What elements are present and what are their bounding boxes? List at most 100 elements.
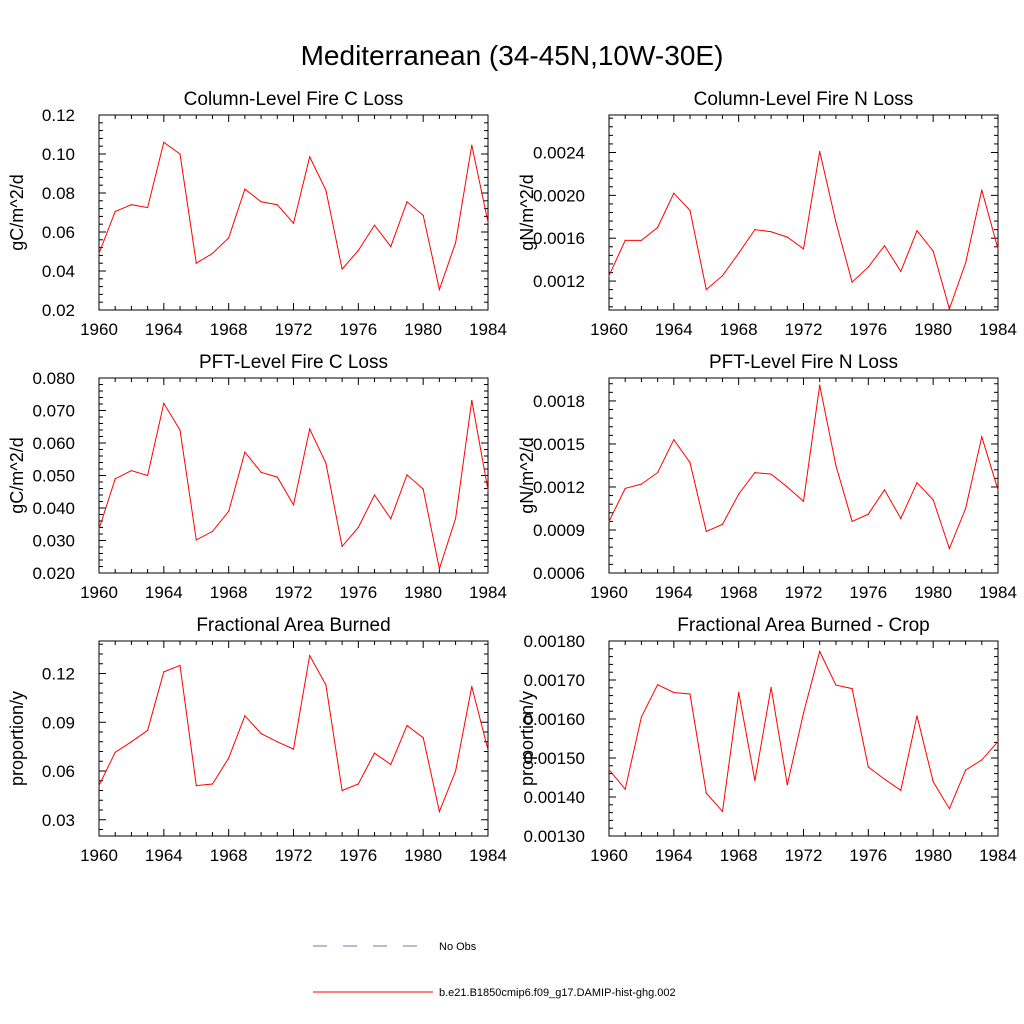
data-point (640, 239, 643, 241)
data-point (114, 478, 116, 480)
panel-title: Column-Level Fire N Loss (694, 89, 914, 110)
data-point (964, 262, 967, 264)
data-point (640, 483, 643, 485)
data-point (835, 464, 837, 467)
data-point (608, 520, 610, 522)
x-tick-label: 1980 (404, 846, 442, 865)
data-point (883, 778, 886, 780)
data-point (964, 769, 967, 771)
x-tick-label: 1964 (145, 583, 183, 602)
data-point (422, 737, 424, 739)
data-point (835, 221, 837, 223)
data-point (454, 770, 457, 772)
data-point (292, 222, 295, 224)
data-point (179, 664, 181, 666)
data-point (422, 488, 424, 490)
data-point (195, 539, 197, 541)
data-point (900, 270, 902, 273)
data-point (932, 781, 934, 783)
data-point (179, 429, 181, 431)
data-point (228, 757, 230, 759)
data-point (738, 691, 740, 694)
x-tick-label: 1960 (80, 320, 118, 339)
data-point (916, 482, 918, 484)
data-point (721, 275, 724, 277)
data-point (673, 192, 675, 194)
x-tick-label: 1972 (785, 846, 823, 865)
panel-1: Column-Level Fire C Loss gC/m^2/d 1960 1964… (7, 89, 507, 339)
y-tick-label: 0.0012 (533, 478, 585, 497)
data-point (163, 671, 165, 673)
y-tick-label: 0.0006 (533, 564, 585, 583)
y-tick-label: 0.0016 (533, 229, 585, 248)
data-point (786, 486, 788, 488)
data-point (373, 494, 376, 496)
data-point (900, 789, 902, 791)
data-point (770, 473, 772, 475)
x-tick-label: 1980 (914, 846, 952, 865)
data-point (754, 472, 756, 474)
data-point (608, 275, 610, 277)
panel-4: PFT-Level Fire N Loss gN/m^2/d 1960 1964 196… (517, 352, 1017, 602)
data-point (916, 715, 918, 717)
data-point (867, 266, 869, 268)
data-point (657, 226, 659, 229)
data-point (819, 384, 821, 386)
x-tick-label: 1984 (979, 846, 1017, 865)
y-tick-label: 0.00140 (524, 788, 585, 807)
data-point (163, 402, 165, 404)
data-point (260, 733, 262, 735)
panel-title: Fractional Area Burned - Crop (677, 615, 929, 636)
data-point (309, 428, 311, 430)
plot-frame (98, 114, 489, 311)
data-point (487, 221, 489, 223)
data-point (754, 780, 756, 782)
data-point (406, 201, 408, 203)
x-tick-label: 1976 (849, 846, 887, 865)
data-point (211, 530, 214, 533)
x-tick-label: 1964 (655, 846, 693, 865)
data-point (705, 289, 707, 291)
plot-frame (98, 640, 489, 837)
data-point (786, 784, 788, 786)
data-point (341, 545, 343, 547)
x-tick-label: 1976 (849, 320, 887, 339)
x-tick-label: 1976 (339, 320, 377, 339)
series-line (98, 654, 489, 814)
data-point (657, 472, 659, 474)
legend-label: No Obs (439, 941, 477, 953)
data-point (981, 436, 983, 438)
x-tick-label: 1972 (275, 320, 313, 339)
x-tick-label: 1964 (655, 583, 693, 602)
data-point (705, 792, 707, 794)
data-point (997, 248, 999, 250)
y-axis-label: gC/m^2/d (7, 174, 27, 250)
data-point (997, 741, 999, 743)
panel-title: Fractional Area Burned (196, 615, 390, 636)
data-point (738, 252, 740, 254)
data-point (819, 650, 821, 653)
data-point (390, 246, 392, 248)
x-tick-label: 1960 (80, 846, 118, 865)
x-tick-label: 1980 (404, 320, 442, 339)
y-tick-label: 0.12 (42, 665, 75, 684)
x-tick-label: 1968 (720, 583, 758, 602)
data-point (244, 715, 246, 717)
y-tick-label: 0.0020 (533, 186, 585, 205)
x-tick-label: 1964 (145, 320, 183, 339)
data-point (244, 451, 246, 453)
x-tick-label: 1976 (849, 583, 887, 602)
data-point (147, 729, 149, 731)
data-point (422, 214, 424, 217)
data-point (900, 517, 902, 520)
y-tick-label: 0.0018 (533, 392, 585, 411)
plot-frame (608, 640, 999, 837)
x-tick-label: 1972 (785, 320, 823, 339)
x-tick-label: 1984 (469, 583, 507, 602)
data-point (471, 144, 473, 146)
x-tick-label: 1960 (590, 583, 628, 602)
data-point (851, 520, 853, 522)
y-tick-label: 0.04 (42, 262, 75, 281)
data-point (786, 236, 788, 238)
data-point (981, 189, 983, 191)
